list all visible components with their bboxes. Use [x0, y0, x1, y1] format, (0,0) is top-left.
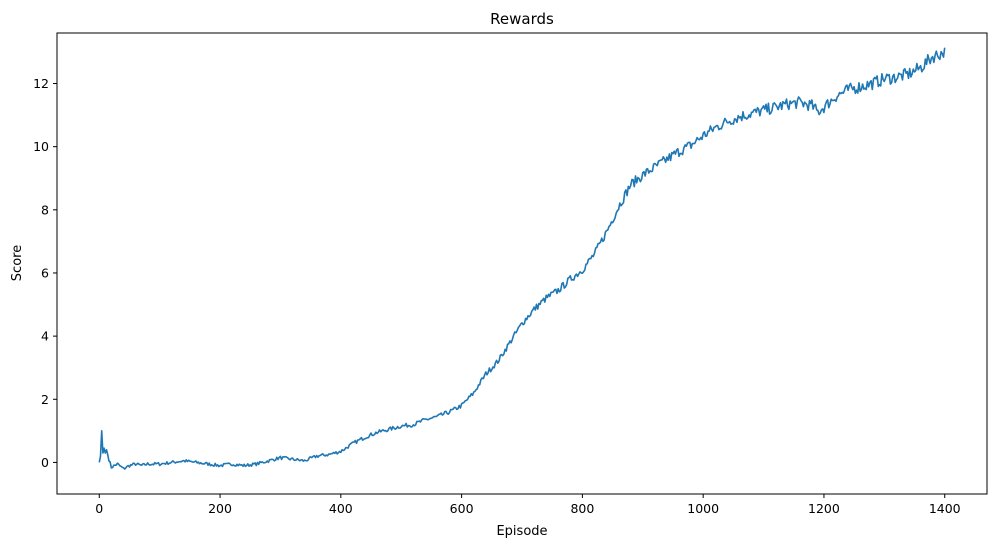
x-tick-label: 600	[450, 501, 474, 516]
plot-frame	[56, 32, 988, 495]
x-tick-label: 400	[329, 501, 353, 516]
y-tick-label: 2	[41, 392, 49, 407]
x-tick-label: 1400	[929, 501, 961, 516]
y-tick-label: 12	[33, 76, 49, 91]
chart-title: Rewards	[490, 10, 554, 28]
tick-group: 0 200 400 600 800 1000 1200 1400 0 2 4 6 8 10 12	[33, 76, 961, 516]
x-tick-label: 800	[570, 501, 594, 516]
x-axis-label: Episode	[496, 524, 547, 539]
y-tick-label: 0	[41, 455, 49, 470]
x-tick-label: 1000	[687, 501, 719, 516]
y-tick-label: 6	[41, 265, 49, 280]
y-tick-label: 10	[33, 139, 49, 154]
plot-area	[57, 33, 987, 494]
score-series-line	[98, 47, 946, 470]
y-axis-label: Score	[10, 245, 25, 281]
x-tick-label: 200	[208, 501, 232, 516]
y-tick-label: 4	[41, 329, 49, 344]
x-tick-label: 1200	[808, 501, 840, 516]
y-tick-label: 8	[41, 202, 49, 217]
x-tick-label: 0	[95, 501, 103, 516]
